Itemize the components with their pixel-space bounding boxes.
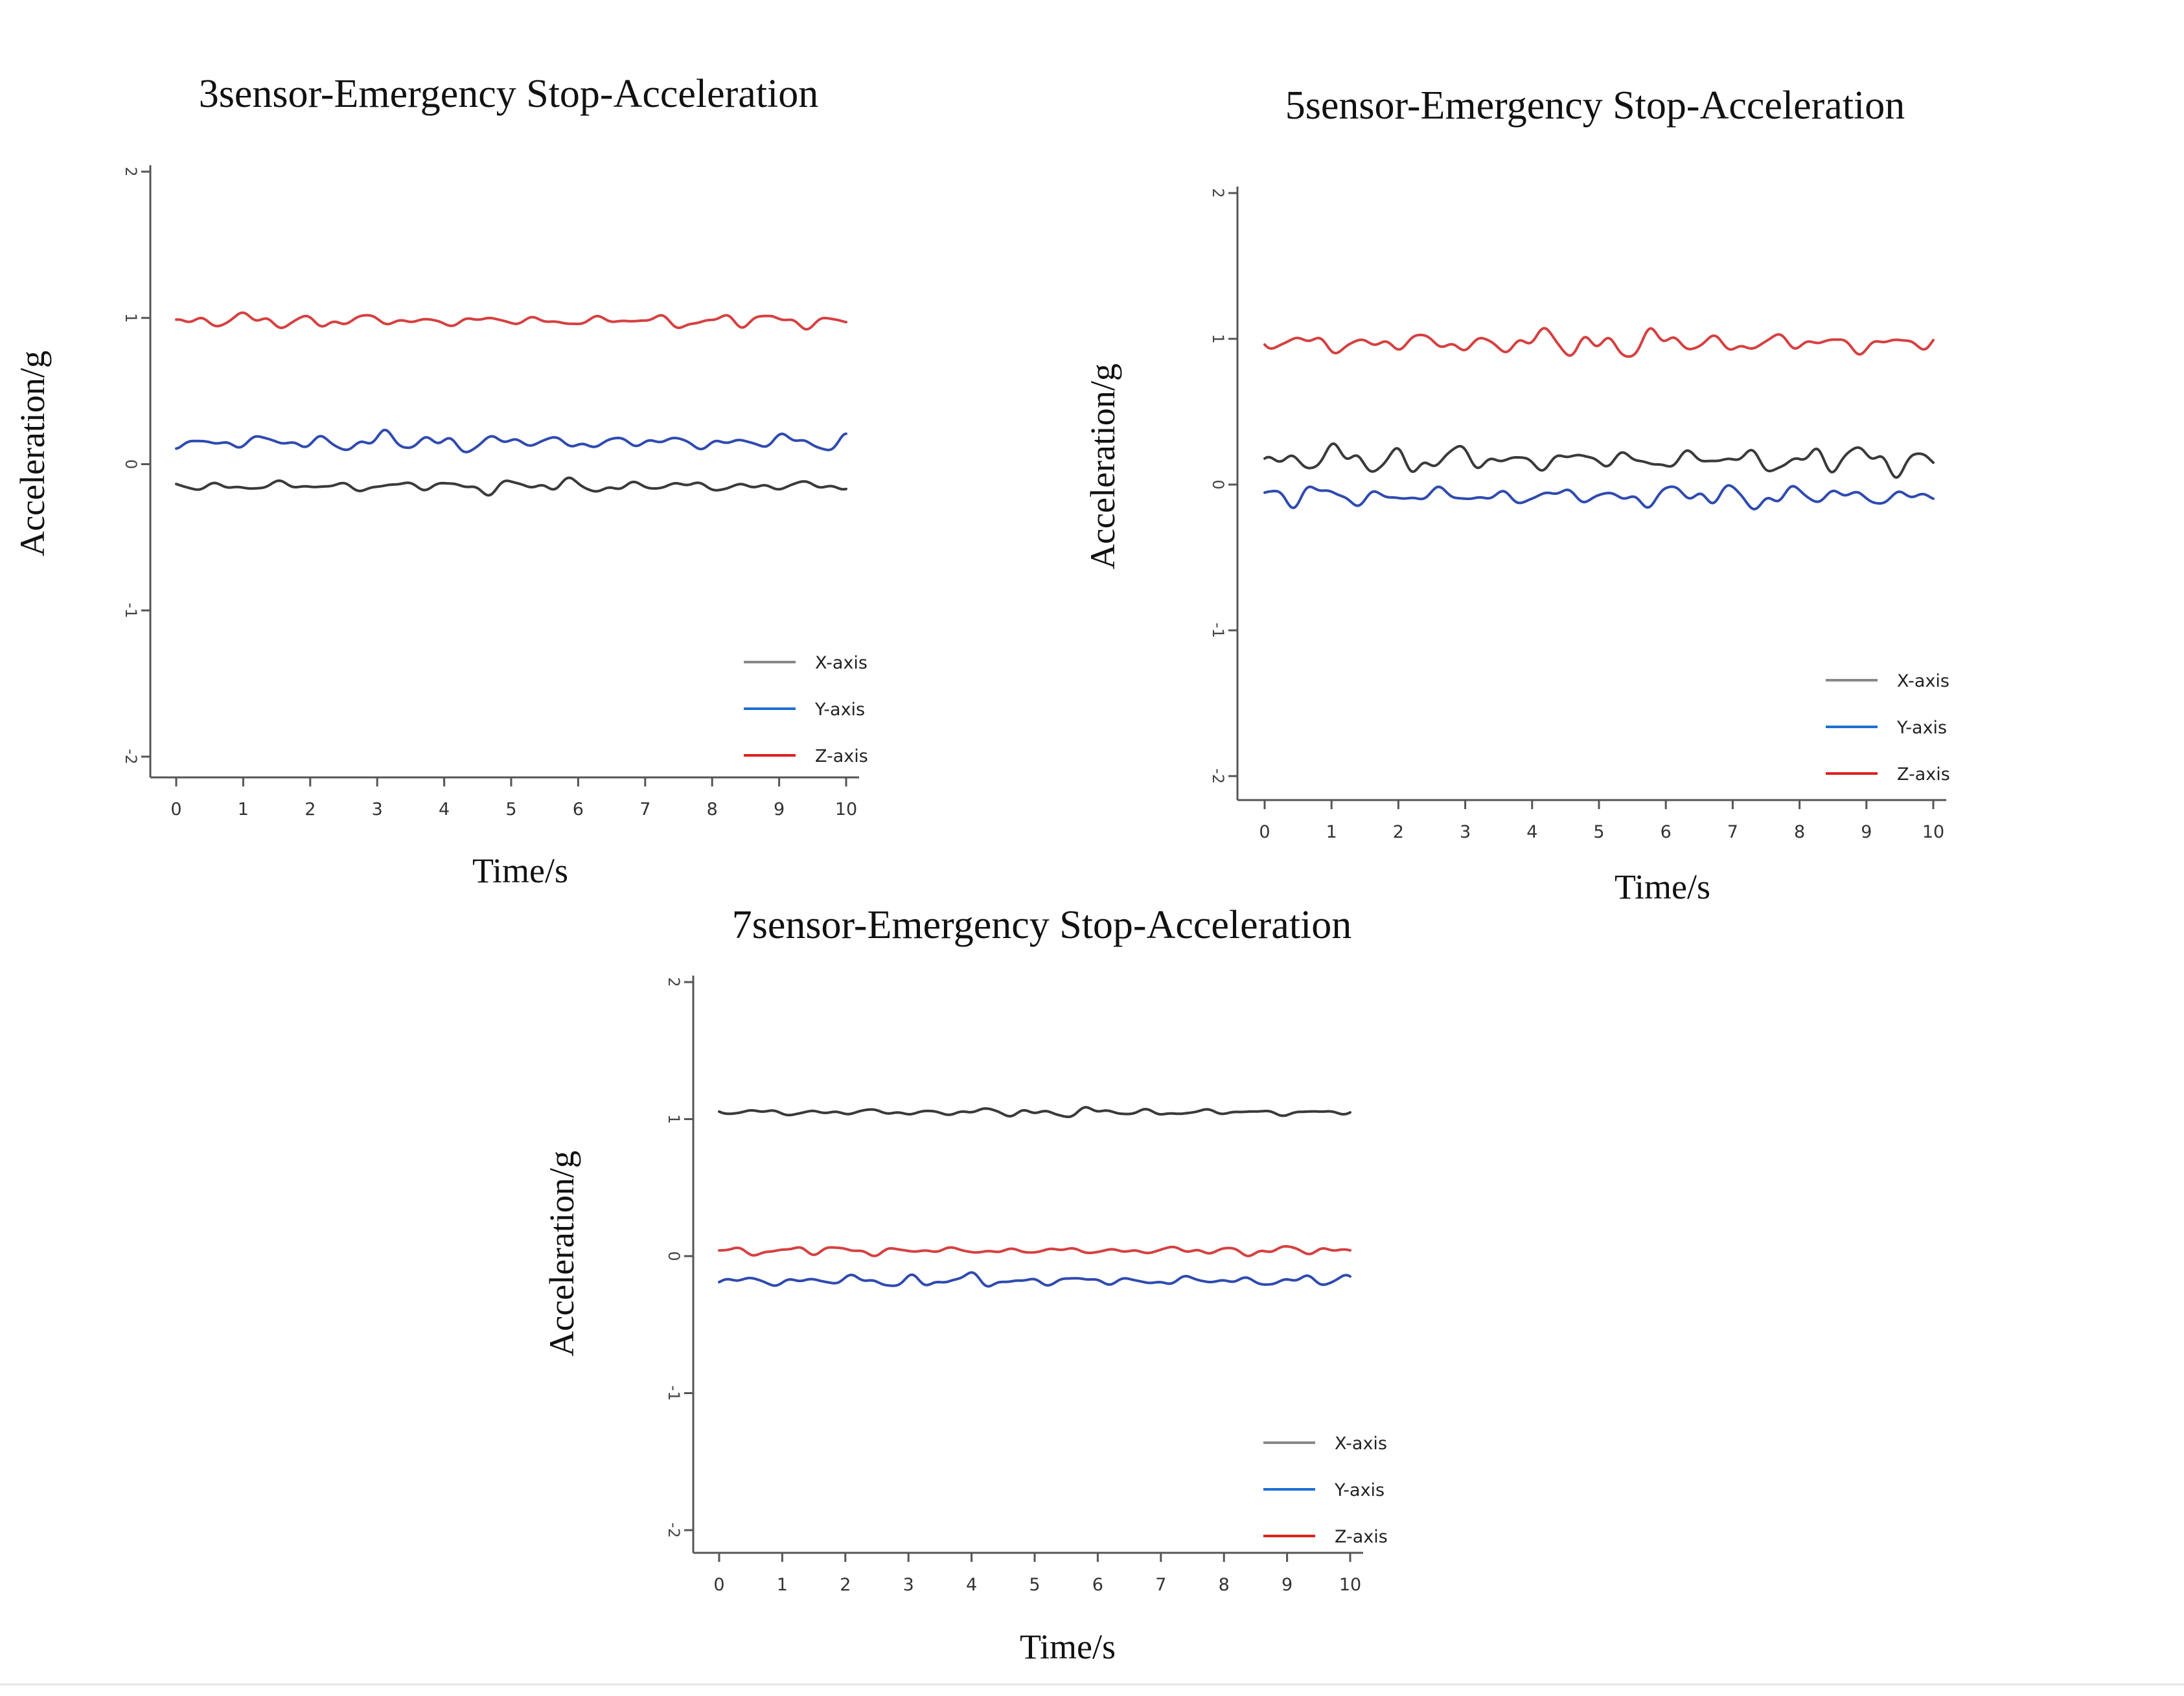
x-tick-label: 3 (372, 799, 383, 819)
x-tick-label: 8 (707, 799, 718, 819)
y-tick-label: 0 (122, 459, 140, 469)
chart-panel-1: 5sensor-Emergency Stop-Acceleration 0 1 2 3 4… (1083, 84, 1950, 906)
x-tick-label: 2 (1393, 822, 1404, 842)
x-tick-label: 4 (1526, 822, 1537, 842)
y-tick-label: 1 (1209, 334, 1227, 343)
chart-title: 3sensor-Emergency Stop-Acceleration (199, 72, 819, 116)
x-tick-label: 1 (777, 1575, 788, 1595)
x-axis-label: Time/s (1615, 867, 1710, 906)
legend-label-x-axis: X-axis (1335, 1434, 1387, 1454)
x-tick-label: 5 (1029, 1575, 1040, 1595)
x-tick-label: 6 (1661, 822, 1672, 842)
y-tick-label: -1 (122, 602, 140, 618)
series-line-x-axis (1263, 442, 1935, 479)
x-tick-label: 3 (903, 1575, 914, 1595)
y-tick-label: 2 (665, 977, 683, 987)
x-tick-label: 4 (439, 799, 450, 819)
x-tick-label: 4 (966, 1575, 977, 1595)
x-tick-label: 8 (1794, 822, 1805, 842)
x-tick-label: 9 (774, 799, 785, 819)
y-tick-label: -1 (665, 1386, 683, 1401)
x-tick-label: 10 (835, 799, 857, 819)
series-line-y-axis (718, 1271, 1351, 1288)
y-tick-label: 0 (665, 1251, 683, 1261)
y-tick-label: 1 (665, 1114, 683, 1124)
series-line-x-axis (175, 476, 847, 497)
x-tick-label: 6 (1092, 1575, 1103, 1595)
y-tick-label: -2 (122, 749, 140, 764)
x-tick-label: 7 (639, 799, 650, 819)
y-tick-label: 2 (1209, 188, 1227, 198)
x-tick-label: 9 (1861, 822, 1872, 842)
x-tick-label: 1 (1326, 822, 1337, 842)
x-tick-label: 0 (170, 799, 181, 819)
x-axis-label: Time/s (1020, 1627, 1116, 1666)
x-tick-label: 7 (1155, 1575, 1166, 1595)
x-tick-label: 5 (1593, 822, 1604, 842)
legend-label-z-axis: Z-axis (1335, 1527, 1388, 1547)
legend-label-z-axis: Z-axis (815, 746, 868, 766)
legend-label-x-axis: X-axis (1897, 671, 1949, 691)
x-tick-label: 10 (1339, 1575, 1361, 1595)
x-tick-label: 2 (840, 1575, 851, 1595)
y-axis-label: Acceleration/g (1083, 363, 1122, 569)
x-tick-label: 0 (1259, 822, 1270, 842)
series-line-y-axis (1263, 484, 1935, 510)
chart-panel-0: 3sensor-Emergency Stop-Acceleration 0 1 2 3 4… (13, 72, 868, 890)
series-line-z-axis (175, 311, 847, 331)
chart-panel-2: 7sensor-Emergency Stop-Acceleration 0 1 2 3 4… (542, 903, 1388, 1666)
y-tick-label: -1 (1209, 623, 1227, 638)
series-line-x-axis (718, 1106, 1351, 1118)
y-axis-label: Acceleration/g (13, 350, 52, 556)
x-tick-label: 9 (1282, 1575, 1293, 1595)
legend-label-x-axis: X-axis (815, 653, 868, 673)
series-line-z-axis (1263, 327, 1935, 358)
legend-label-y-axis: Y-axis (1334, 1480, 1385, 1500)
x-tick-label: 10 (1922, 822, 1944, 842)
x-tick-label: 0 (713, 1575, 724, 1595)
series-line-y-axis (175, 428, 847, 453)
y-tick-label: 0 (1209, 479, 1227, 489)
x-tick-label: 7 (1727, 822, 1738, 842)
y-tick-label: 1 (122, 313, 140, 323)
legend-label-y-axis: Y-axis (814, 700, 865, 720)
x-tick-label: 1 (238, 799, 249, 819)
y-tick-label: -2 (1209, 768, 1227, 784)
x-axis-label: Time/s (472, 851, 568, 890)
y-tick-label: 2 (122, 166, 140, 176)
chart-title: 5sensor-Emergency Stop-Acceleration (1285, 84, 1905, 128)
chart-title: 7sensor-Emergency Stop-Acceleration (732, 903, 1352, 947)
y-axis-label: Acceleration/g (542, 1151, 581, 1357)
y-tick-label: -2 (665, 1522, 683, 1538)
x-tick-label: 3 (1460, 822, 1471, 842)
legend-label-z-axis: Z-axis (1897, 764, 1950, 785)
x-tick-label: 5 (505, 799, 516, 819)
legend-label-y-axis: Y-axis (1896, 718, 1947, 738)
x-tick-label: 2 (305, 799, 316, 819)
series-line-z-axis (718, 1244, 1351, 1257)
x-tick-label: 6 (573, 799, 584, 819)
x-tick-label: 8 (1219, 1575, 1230, 1595)
